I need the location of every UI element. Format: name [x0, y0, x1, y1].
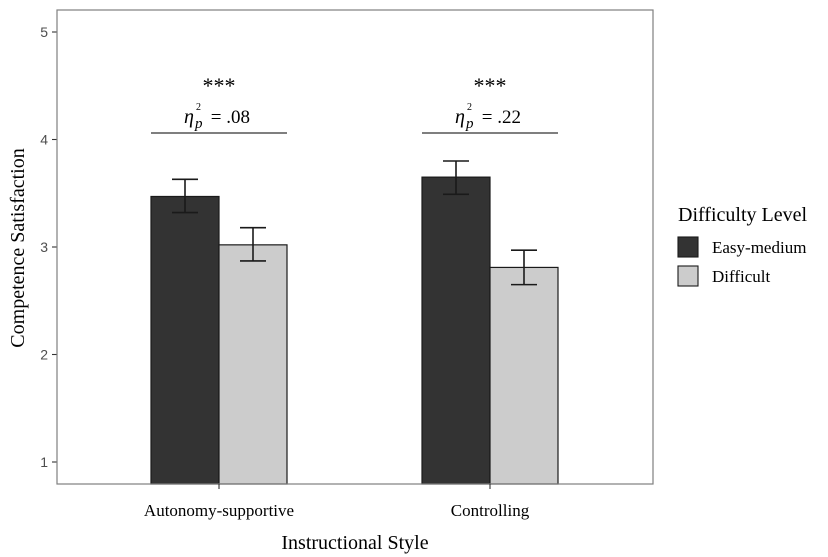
- effect-size-label: η 2 p = .08: [184, 102, 250, 132]
- x-axis: Autonomy-supportive Controlling: [144, 484, 530, 520]
- significance-stars: ***: [203, 73, 236, 98]
- effect-size-value: = .22: [477, 107, 521, 128]
- y-tick-label: 4: [40, 132, 48, 148]
- y-tick-label: 5: [40, 24, 48, 40]
- eta-subscript: p: [465, 116, 474, 132]
- bar: [150, 195, 220, 485]
- eta-superscript: 2: [467, 102, 472, 113]
- y-axis: 1 2 3 4 5: [40, 24, 57, 470]
- annotations: ***η 2p = .08***η 2p = .22: [151, 73, 558, 134]
- bar: [489, 266, 559, 485]
- x-tick-label: Controlling: [451, 501, 530, 520]
- plot-panel-border: [56, 9, 654, 485]
- bar: [421, 176, 491, 485]
- eta-subscript: p: [194, 116, 203, 132]
- bars: [150, 176, 559, 485]
- legend-title: Difficulty Level: [678, 204, 807, 226]
- y-tick-label: 2: [40, 347, 48, 363]
- y-axis-title: Competence Satisfaction: [7, 148, 29, 347]
- eta-symbol: η: [184, 106, 194, 128]
- legend: Difficulty Level Easy-medium Difficult: [677, 204, 807, 287]
- bar: [218, 244, 288, 485]
- effect-size-value: = .08: [206, 107, 250, 128]
- x-tick-label: Autonomy-supportive: [144, 501, 294, 520]
- eta-symbol: η: [455, 106, 465, 128]
- legend-label: Difficult: [712, 267, 771, 286]
- significance-stars: ***: [474, 73, 507, 98]
- legend-label: Easy-medium: [712, 238, 806, 257]
- y-tick-label: 3: [40, 239, 48, 255]
- eta-superscript: 2: [196, 102, 201, 113]
- error-bars: [172, 160, 537, 286]
- legend-key: [677, 236, 699, 258]
- x-axis-title: Instructional Style: [281, 532, 428, 554]
- y-tick-label: 1: [40, 454, 48, 470]
- effect-size-label: η 2 p = .22: [455, 102, 521, 132]
- legend-key: [677, 265, 699, 287]
